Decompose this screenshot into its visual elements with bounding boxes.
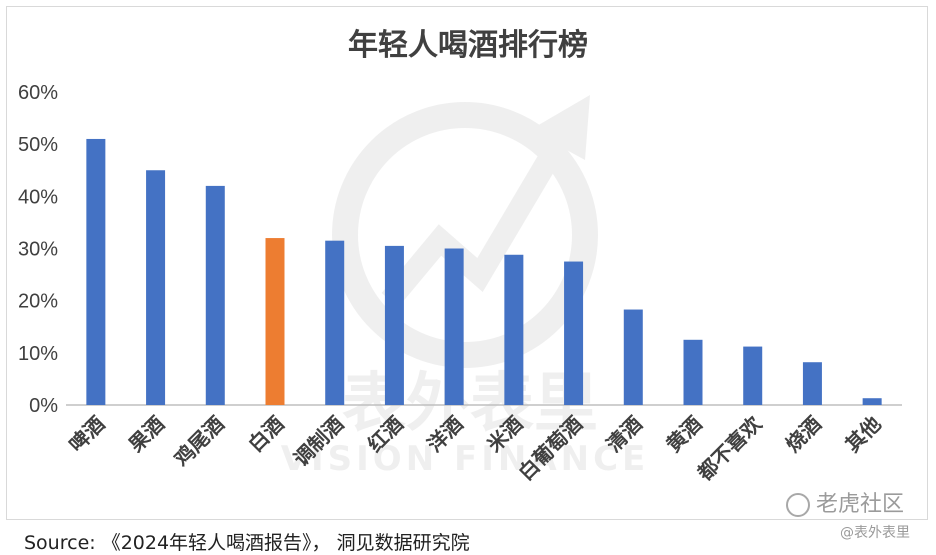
watermark-arrowhead-icon bbox=[530, 95, 590, 160]
bar bbox=[504, 254, 524, 405]
tiger-community-watermark: 老虎社区 bbox=[786, 486, 904, 518]
watermark-arrow-icon bbox=[381, 134, 570, 308]
y-tick-label: 10% bbox=[18, 343, 58, 365]
bar bbox=[325, 240, 345, 405]
bar bbox=[862, 398, 882, 405]
watermark-brand-en: VISION FINANCE bbox=[281, 439, 650, 479]
x-tick-label: 都不喜欢 bbox=[692, 411, 767, 486]
bar bbox=[564, 261, 584, 405]
y-tick-label: 20% bbox=[18, 291, 58, 313]
x-tick-label: 其他 bbox=[840, 412, 885, 457]
handle-watermark: @表外表里 bbox=[840, 525, 910, 541]
y-tick-label: 60% bbox=[18, 82, 58, 104]
y-tick-label: 40% bbox=[18, 186, 58, 208]
y-tick-label: 30% bbox=[18, 239, 58, 261]
watermark-ring-icon bbox=[332, 102, 598, 368]
tiger-community-logo-icon bbox=[786, 493, 810, 517]
x-tick-label: 果酒 bbox=[124, 412, 169, 457]
source-note: Source: 《2024年轻人喝酒报告》， 洞见数据研究院 bbox=[24, 532, 470, 554]
bar bbox=[86, 138, 106, 405]
bar bbox=[146, 170, 166, 405]
bar bbox=[265, 238, 285, 405]
bar bbox=[444, 248, 464, 405]
community-label: 老虎社区 bbox=[816, 492, 905, 517]
x-tick-label: 烧酒 bbox=[781, 412, 826, 457]
bar bbox=[205, 185, 225, 405]
x-tick-label: 鸡尾酒 bbox=[169, 412, 229, 472]
bar bbox=[623, 309, 643, 405]
y-tick-label: 50% bbox=[18, 134, 58, 156]
watermark-brand-cn: 表外表里 bbox=[342, 367, 598, 441]
bar bbox=[802, 362, 822, 405]
bar bbox=[683, 339, 703, 405]
y-tick-label: 0% bbox=[29, 395, 58, 417]
bar bbox=[384, 245, 404, 405]
bar bbox=[743, 346, 763, 405]
x-tick-label: 黄酒 bbox=[661, 412, 706, 457]
vision-finance-watermark: 表外表里 VISION FINANCE bbox=[281, 95, 650, 479]
x-tick-label: 啤酒 bbox=[64, 412, 109, 457]
chart-title: 年轻人喝酒排行榜 bbox=[348, 28, 588, 63]
